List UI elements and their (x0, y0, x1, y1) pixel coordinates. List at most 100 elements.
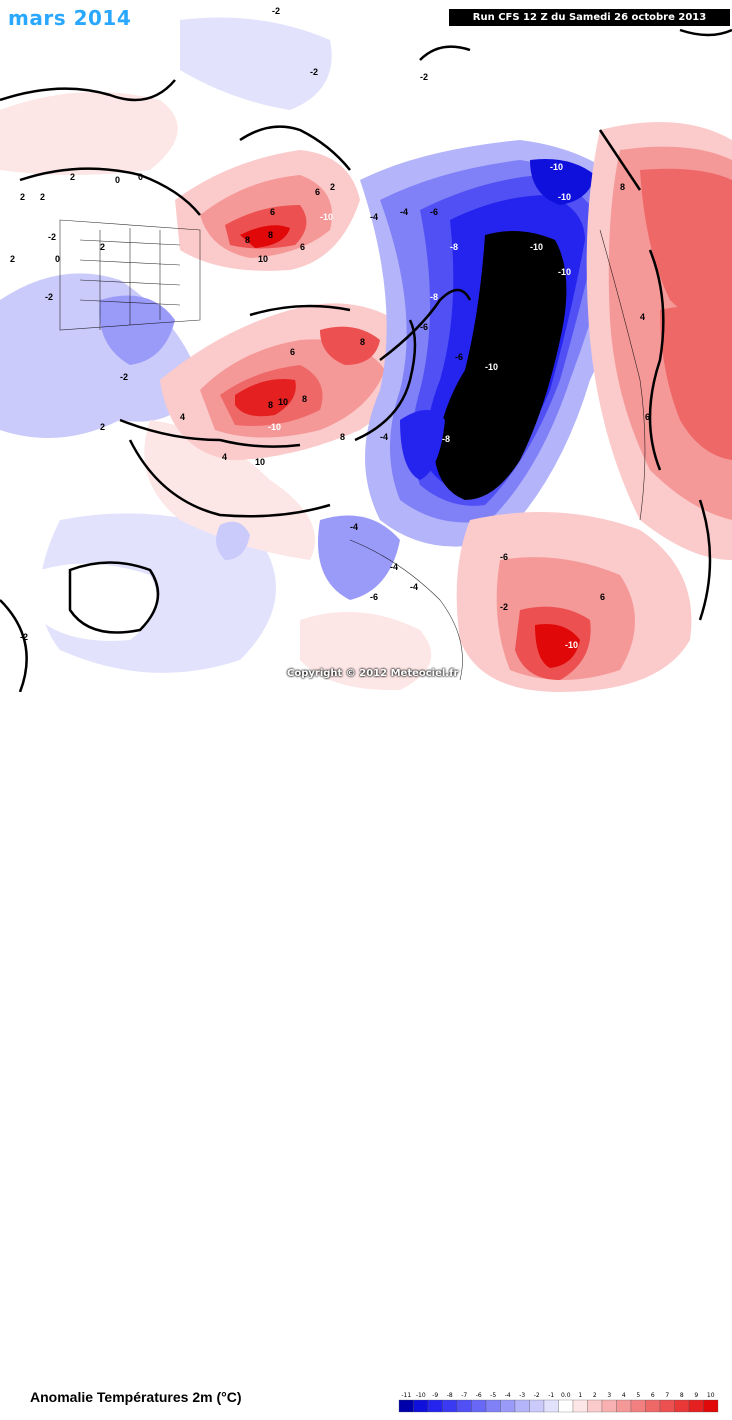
contour-value-label: -2 (120, 372, 128, 382)
scale-swatch (558, 1399, 574, 1413)
contour-value-label: -10 (550, 162, 563, 172)
cold-black-core (435, 231, 567, 500)
contour-value-label: 2 (100, 242, 105, 252)
scale-label: -8 (447, 1392, 453, 1399)
map-title: mars 2014 (8, 6, 132, 30)
map-canvas (0, 0, 732, 692)
contour-value-label: 2 (20, 192, 25, 202)
contour-value-label: -2 (420, 72, 428, 82)
scale-swatch (630, 1399, 646, 1413)
scale-swatch (703, 1399, 719, 1413)
contour-value-label: -10 (485, 362, 498, 372)
contour-value-label: -4 (410, 582, 418, 592)
contour-value-label: -2 (310, 67, 318, 77)
contour-value-label: 8 (360, 337, 365, 347)
scale-label: 8 (680, 1392, 684, 1399)
scale-label: 7 (665, 1392, 669, 1399)
contour-value-label: -10 (268, 422, 281, 432)
contour-value-label: -6 (420, 322, 428, 332)
scale-label: 0.0 (561, 1392, 571, 1399)
contour-value-label: -2 (48, 232, 56, 242)
scale-swatch (674, 1399, 690, 1413)
contour-value-label: 2 (10, 254, 15, 264)
contour-value-label: 6 (290, 347, 295, 357)
scale-swatch (456, 1399, 472, 1413)
scale-label: 2 (593, 1392, 597, 1399)
scale-swatch (587, 1399, 603, 1413)
contour-value-label: 8 (245, 235, 250, 245)
contour-value-label: -6 (455, 352, 463, 362)
scale-swatch (471, 1399, 487, 1413)
scale-label: -10 (416, 1392, 426, 1399)
contour-value-label: 8 (340, 432, 345, 442)
contour-value-label: 10 (258, 254, 268, 264)
scale-label: 5 (636, 1392, 640, 1399)
contour-value-label: -10 (530, 242, 543, 252)
scale-swatch (514, 1399, 530, 1413)
scale-label: -9 (432, 1392, 438, 1399)
scale-swatch (442, 1399, 458, 1413)
contour-value-label: 4 (222, 452, 227, 462)
scale-label: -5 (490, 1392, 496, 1399)
bottom-light-pink (300, 612, 432, 691)
scale-label: 3 (607, 1392, 611, 1399)
scale-label: 4 (622, 1392, 626, 1399)
contours (59, 219, 646, 681)
contour-value-label: 10 (278, 397, 288, 407)
arctic-pink (144, 420, 315, 560)
contour-value-label: -6 (500, 552, 508, 562)
contour-value-label: -2 (500, 602, 508, 612)
contour-value-label: 4 (180, 412, 185, 422)
contour-value-label: 10 (255, 457, 265, 467)
contour-value-label: -10 (320, 212, 333, 222)
contour-value-label: -4 (370, 212, 378, 222)
contour-value-label: -10 (565, 640, 578, 650)
scale-label: 1 (578, 1392, 582, 1399)
contour-value-label: -2 (272, 6, 280, 16)
scale-label: 10 (707, 1392, 715, 1399)
contour-value-label: 6 (300, 242, 305, 252)
footer: Anomalie Températures 2m (°C) -1 1 -10 -9 -8… (0, 692, 732, 1413)
map-subtitle: Anomalie Températures 2m (°C) (30, 1389, 242, 1405)
scale-swatch (645, 1399, 661, 1413)
contour-value-label: -4 (380, 432, 388, 442)
scale-label: 9 (694, 1392, 698, 1399)
scale-swatch (427, 1399, 443, 1413)
contour-value-label: -8 (442, 434, 450, 444)
contour-value-label: 0 (138, 172, 143, 182)
scale-label: -7 (461, 1392, 467, 1399)
scale-label: -1 (548, 1392, 554, 1399)
pacific-light-blue (180, 17, 332, 110)
north-canada-pink (0, 92, 178, 175)
color-scale: -11 -10 -9 -8 -7 -6 -5 -4 -3 -2 -1 0.0 1 2 3 4 5 6 7 8 9 10 (398, 1392, 719, 1413)
scale-swatch (572, 1399, 588, 1413)
scale-label: -4 (505, 1392, 511, 1399)
contour-value-label: -6 (430, 207, 438, 217)
contour-value-label: -6 (370, 592, 378, 602)
contour-value-label: -4 (390, 562, 398, 572)
scale-swatch (529, 1399, 545, 1413)
contour-value-label: -8 (450, 242, 458, 252)
contour-value-label: 8 (302, 394, 307, 404)
scale-swatch (688, 1399, 704, 1413)
contour-value-label: -10 (558, 192, 571, 202)
run-label: Run CFS 12 Z du Samedi 26 octobre 2013 (449, 9, 730, 26)
scale-swatch (485, 1399, 501, 1413)
contour-value-label: -10 (558, 267, 571, 277)
contour-value-label: 8 (268, 400, 273, 410)
scale-swatch (543, 1399, 559, 1413)
contour-value-label: -4 (400, 207, 408, 217)
coastlines (0, 28, 732, 692)
scale-label: -6 (476, 1392, 482, 1399)
contour-value-label: 8 (268, 230, 273, 240)
scale-label: -2 (534, 1392, 540, 1399)
scale-label: -3 (519, 1392, 525, 1399)
contour-value-label: -8 (430, 292, 438, 302)
contour-value-label: 8 (620, 182, 625, 192)
contour-value-label: 6 (600, 592, 605, 602)
scale-swatch (601, 1399, 617, 1413)
contour-value-label: 4 (640, 312, 645, 322)
scale-swatch (659, 1399, 675, 1413)
contour-value-label: 6 (270, 207, 275, 217)
